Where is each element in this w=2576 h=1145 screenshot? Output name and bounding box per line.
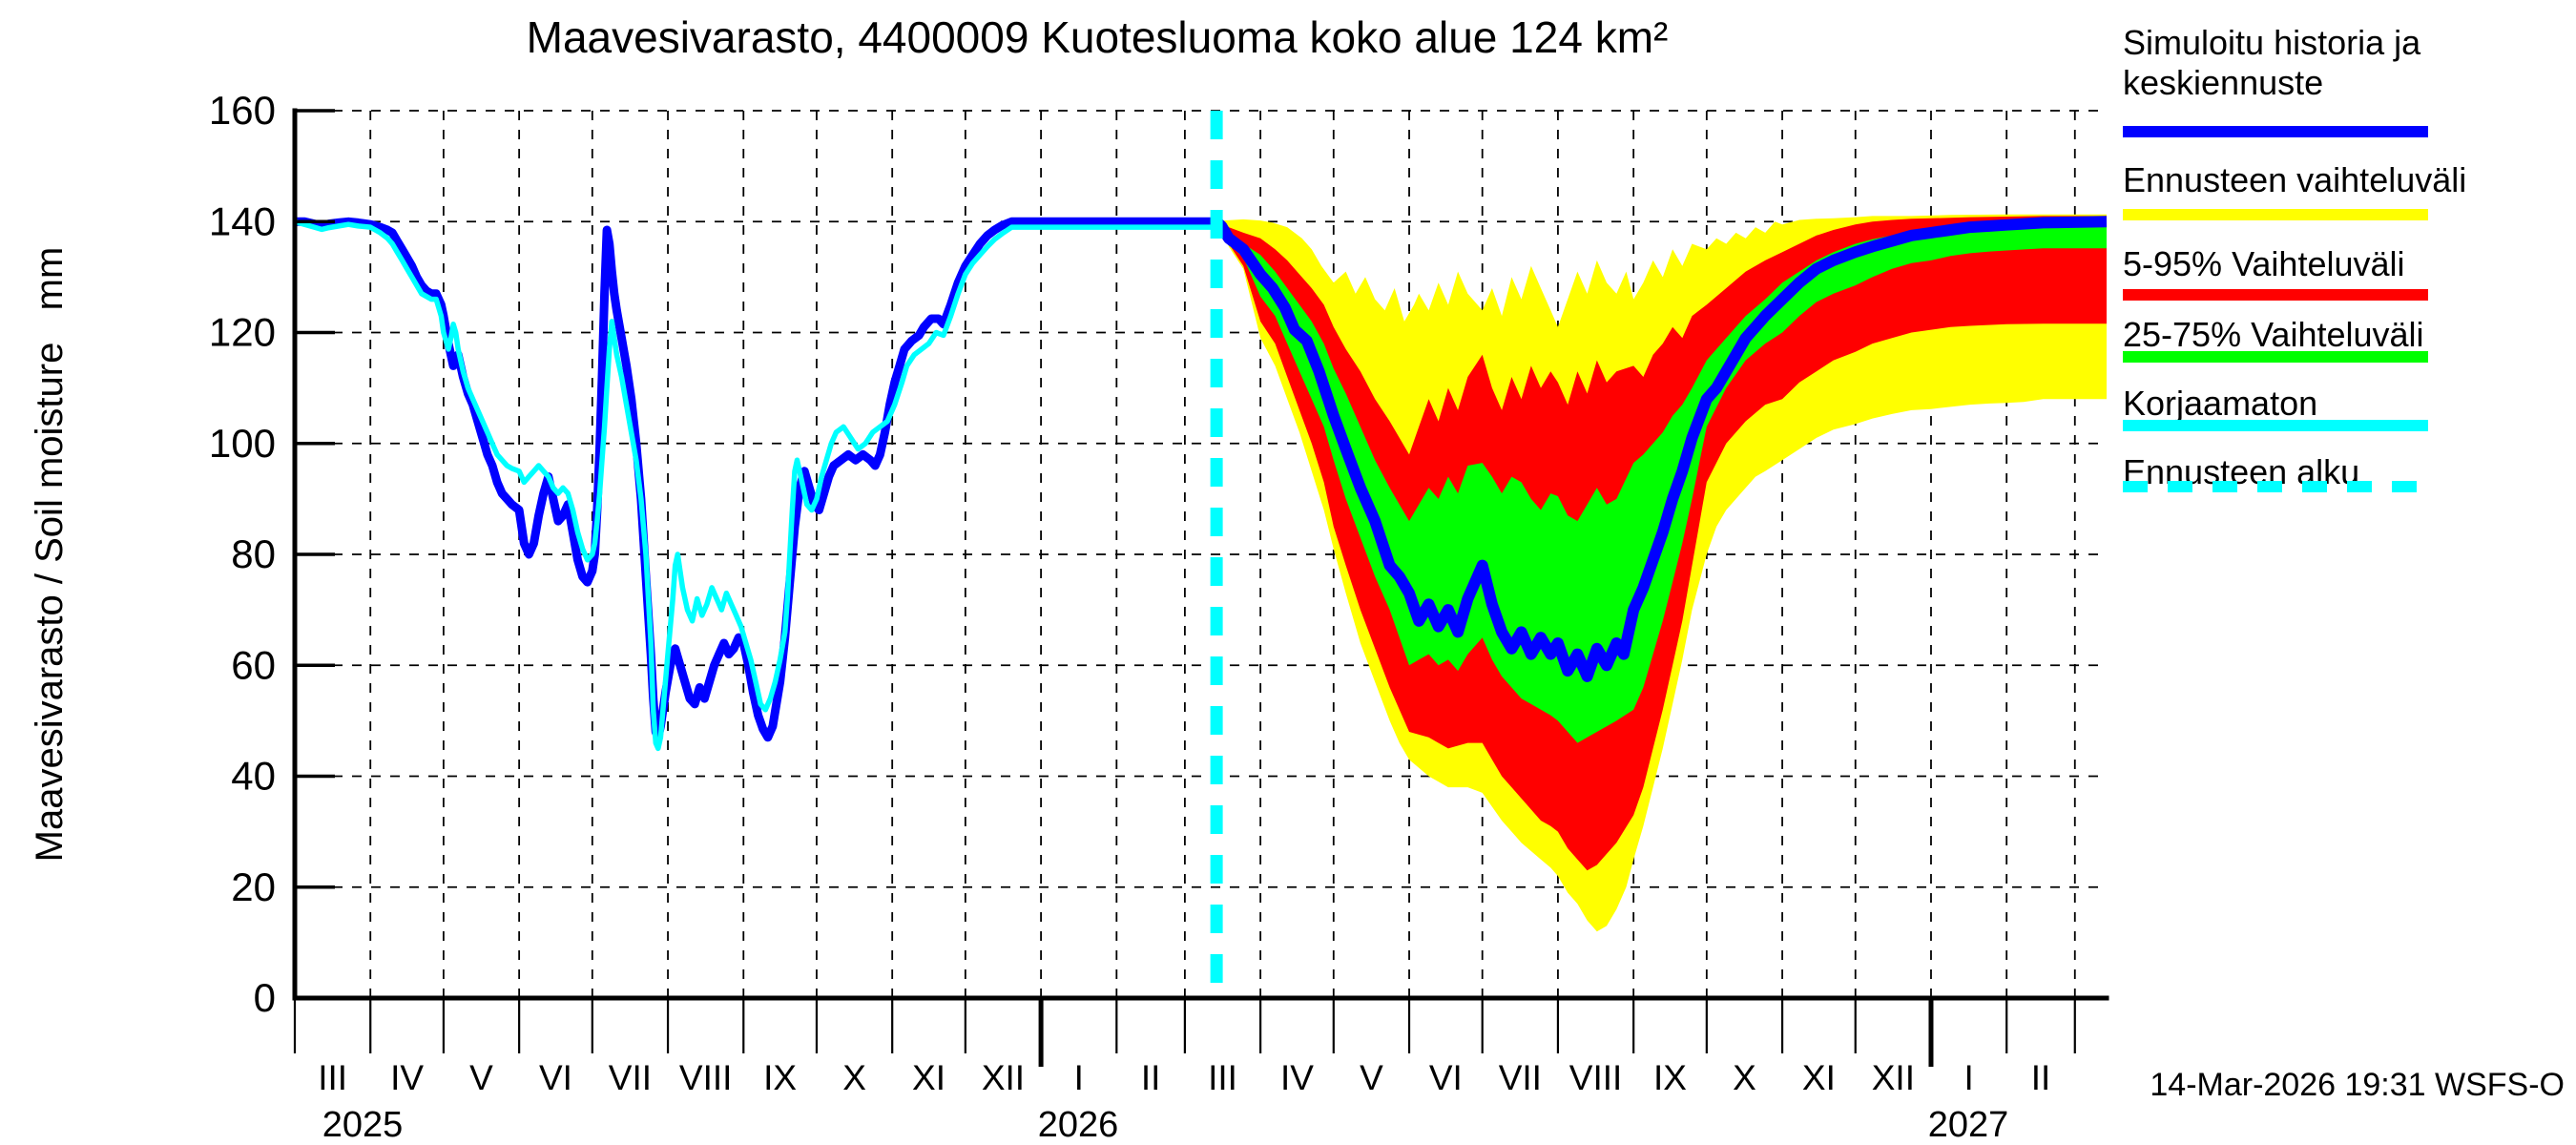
x-month-label: II [2031, 1058, 2051, 1097]
x-month-label: III [318, 1058, 347, 1097]
x-axis-year-2027: 2027 [1927, 1105, 2009, 1145]
legend-swatch-5-95 [2123, 289, 2428, 301]
y-tick-label-20: 20 [231, 864, 276, 909]
x-month-label: III [1208, 1058, 1237, 1097]
timestamp-watermark: 14-Mar-2026 19:31 WSFS-O [2150, 1067, 2565, 1103]
history-uncorrected-line [294, 219, 1217, 752]
x-month-label: X [842, 1058, 866, 1097]
x-month-label: VII [609, 1058, 652, 1097]
chart-title: Maavesivarasto, 4400009 Kuotesluoma koko… [526, 12, 1669, 62]
x-month-label: IX [763, 1058, 797, 1097]
x-month-label: VIII [679, 1058, 733, 1097]
x-month-label: IV [1280, 1058, 1314, 1097]
legend-label-simulated-line1: Simuloitu historia ja [2123, 23, 2421, 62]
y-axis-label: Maavesivarasto / Soil moisture mm [29, 246, 71, 863]
legend-label-uncorrected: Korjaamaton [2123, 384, 2318, 423]
x-month-label: XI [912, 1058, 945, 1097]
legend-label-forecast-range: Ennusteen vaihteluväli [2123, 160, 2467, 199]
y-tick-label-60: 60 [231, 642, 276, 687]
y-tick-label-80: 80 [231, 531, 276, 576]
forecast-median-line [1213, 216, 2108, 682]
x-axis-year-2025: 2025 [322, 1105, 404, 1145]
x-month-label: XII [982, 1058, 1025, 1097]
x-month-label: IX [1653, 1058, 1687, 1097]
legend-swatch-forecast-start [2123, 481, 2428, 492]
x-month-label: V [469, 1058, 493, 1097]
legend-swatch-simulated [2123, 126, 2428, 137]
x-axis-year-2026: 2026 [1037, 1105, 1119, 1145]
x-month-label: VII [1499, 1058, 1542, 1097]
x-month-label: X [1733, 1058, 1756, 1097]
legend-swatch-25-75 [2123, 351, 2428, 363]
x-month-label: VI [1429, 1058, 1463, 1097]
band-25-75 [1216, 220, 2107, 743]
x-month-label: VIII [1569, 1058, 1623, 1097]
legend-swatch-forecast-range [2123, 209, 2428, 220]
x-month-label: II [1141, 1058, 1161, 1097]
legend-label-25-75: 25-75% Vaihteluväli [2123, 315, 2424, 354]
x-month-label: VI [539, 1058, 572, 1097]
legend-swatch-uncorrected [2123, 420, 2428, 431]
x-month-label: XII [1872, 1058, 1915, 1097]
y-tick-label-100: 100 [209, 421, 276, 466]
x-month-label: IV [390, 1058, 424, 1097]
legend-label-simulated-line2: keskiennuste [2123, 63, 2324, 102]
y-tick-label-160: 160 [209, 88, 276, 133]
legend: Simuloitu historia ja keskiennuste Ennus… [2123, 0, 2571, 620]
x-month-label: I [1963, 1058, 1973, 1097]
x-month-label: XI [1802, 1058, 1836, 1097]
x-month-label: V [1360, 1058, 1383, 1097]
y-tick-label-40: 40 [231, 754, 276, 799]
x-month-label: I [1074, 1058, 1084, 1097]
y-tick-label-0: 0 [254, 975, 276, 1020]
legend-label-5-95: 5-95% Vaihteluväli [2123, 244, 2405, 283]
y-tick-label-120: 120 [209, 310, 276, 355]
y-tick-label-140: 140 [209, 198, 276, 243]
